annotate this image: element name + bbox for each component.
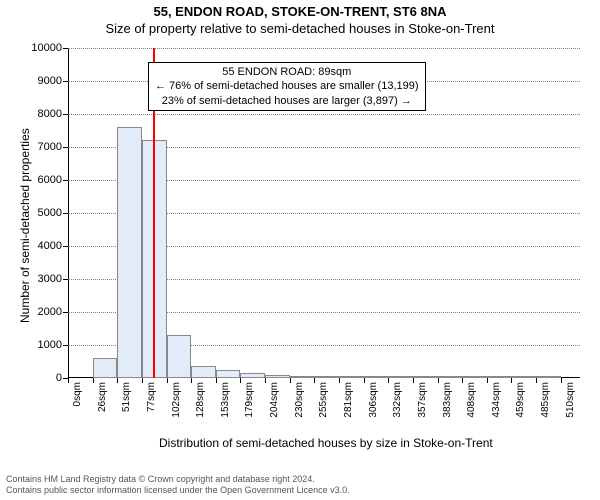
plot-area: 0100020003000400050006000700080009000100… bbox=[68, 48, 580, 378]
x-tick bbox=[314, 378, 315, 383]
x-tick-label: 255sqm bbox=[318, 382, 329, 432]
x-tick bbox=[68, 378, 69, 383]
x-tick-label: 77sqm bbox=[146, 382, 157, 432]
x-tick-label: 510sqm bbox=[565, 382, 576, 432]
x-tick bbox=[339, 378, 340, 383]
y-gridline bbox=[68, 48, 580, 49]
x-tick bbox=[240, 378, 241, 383]
x-tick-label: 0sqm bbox=[72, 382, 83, 432]
annotation-box: 55 ENDON ROAD: 89sqm← 76% of semi-detach… bbox=[148, 62, 426, 111]
y-tick-label: 2000 bbox=[38, 306, 62, 318]
y-tick-label: 6000 bbox=[38, 174, 62, 186]
x-tick-label: 102sqm bbox=[171, 382, 182, 432]
x-tick bbox=[364, 378, 365, 383]
y-tick-label: 5000 bbox=[38, 207, 62, 219]
x-tick bbox=[438, 378, 439, 383]
annotation-line3: 23% of semi-detached houses are larger (… bbox=[155, 94, 419, 108]
x-tick bbox=[511, 378, 512, 383]
x-tick-label: 306sqm bbox=[368, 382, 379, 432]
histogram-bar bbox=[339, 376, 364, 378]
x-tick-label: 408sqm bbox=[466, 382, 477, 432]
y-tick bbox=[63, 246, 68, 247]
x-tick bbox=[93, 378, 94, 383]
y-tick-label: 3000 bbox=[38, 273, 62, 285]
x-tick bbox=[487, 378, 488, 383]
y-tick-label: 1000 bbox=[38, 339, 62, 351]
x-tick-label: 26sqm bbox=[97, 382, 108, 432]
y-tick bbox=[63, 114, 68, 115]
footer-line-1: Contains HM Land Registry data © Crown c… bbox=[6, 474, 594, 485]
y-tick-label: 10000 bbox=[31, 42, 62, 54]
x-tick-label: 51sqm bbox=[121, 382, 132, 432]
x-tick-label: 357sqm bbox=[417, 382, 428, 432]
chart-subtitle: Size of property relative to semi-detach… bbox=[0, 19, 600, 36]
x-tick bbox=[191, 378, 192, 383]
histogram-bar bbox=[117, 127, 142, 378]
x-tick-label: 153sqm bbox=[220, 382, 231, 432]
y-tick bbox=[63, 345, 68, 346]
x-tick-label: 204sqm bbox=[269, 382, 280, 432]
histogram-bar bbox=[438, 376, 463, 378]
x-tick-label: 434sqm bbox=[491, 382, 502, 432]
histogram-bar bbox=[290, 376, 315, 378]
y-tick-label: 7000 bbox=[38, 141, 62, 153]
x-tick bbox=[388, 378, 389, 383]
x-tick bbox=[290, 378, 291, 383]
x-tick-label: 230sqm bbox=[294, 382, 305, 432]
histogram-bar bbox=[265, 375, 290, 378]
x-tick-label: 485sqm bbox=[540, 382, 551, 432]
histogram-bar bbox=[216, 370, 241, 378]
y-axis-label: Number of semi-detached properties bbox=[18, 128, 32, 323]
y-tick-label: 4000 bbox=[38, 240, 62, 252]
chart-container: 0 1000 2000 3000 4000 5000 6000 7000 8000 9000 100… bbox=[0, 38, 600, 458]
chart-title-address: 55, ENDON ROAD, STOKE-ON-TRENT, ST6 8NA bbox=[0, 0, 600, 19]
y-tick bbox=[63, 180, 68, 181]
x-tick bbox=[167, 378, 168, 383]
histogram-bar bbox=[240, 373, 265, 378]
x-tick bbox=[413, 378, 414, 383]
x-tick-label: 459sqm bbox=[515, 382, 526, 432]
histogram-bar bbox=[364, 376, 389, 378]
y-tick bbox=[63, 312, 68, 313]
y-tick bbox=[63, 279, 68, 280]
y-tick bbox=[63, 81, 68, 82]
x-tick-label: 128sqm bbox=[195, 382, 206, 432]
x-tick bbox=[265, 378, 266, 383]
y-tick-label: 9000 bbox=[38, 75, 62, 87]
x-tick bbox=[536, 378, 537, 383]
x-tick bbox=[561, 378, 562, 383]
histogram-bar bbox=[388, 376, 413, 378]
footer-attribution: Contains HM Land Registry data © Crown c… bbox=[0, 472, 600, 500]
histogram-bar bbox=[93, 358, 118, 378]
y-tick bbox=[63, 48, 68, 49]
histogram-bar bbox=[511, 376, 536, 378]
x-axis-label: Distribution of semi-detached houses by … bbox=[159, 436, 493, 450]
x-tick-label: 332sqm bbox=[392, 382, 403, 432]
y-gridline bbox=[68, 114, 580, 115]
x-tick-label: 281sqm bbox=[343, 382, 354, 432]
x-tick bbox=[462, 378, 463, 383]
y-tick-label: 8000 bbox=[38, 108, 62, 120]
y-tick bbox=[63, 213, 68, 214]
x-tick bbox=[142, 378, 143, 383]
x-tick bbox=[117, 378, 118, 383]
histogram-bar bbox=[536, 376, 561, 378]
footer-line-2: Contains public sector information licen… bbox=[6, 485, 594, 496]
y-tick-label: 0 bbox=[56, 372, 62, 384]
x-tick bbox=[216, 378, 217, 383]
histogram-bar bbox=[314, 376, 339, 378]
annotation-line1: 55 ENDON ROAD: 89sqm bbox=[155, 65, 419, 79]
histogram-bar bbox=[167, 335, 192, 378]
x-tick-label: 383sqm bbox=[442, 382, 453, 432]
histogram-bar bbox=[413, 376, 438, 378]
y-tick bbox=[63, 147, 68, 148]
annotation-line2: ← 76% of semi-detached houses are smalle… bbox=[155, 79, 419, 93]
histogram-bar bbox=[191, 366, 216, 378]
histogram-bar bbox=[462, 376, 487, 378]
x-tick-label: 179sqm bbox=[244, 382, 255, 432]
histogram-bar bbox=[487, 376, 512, 378]
